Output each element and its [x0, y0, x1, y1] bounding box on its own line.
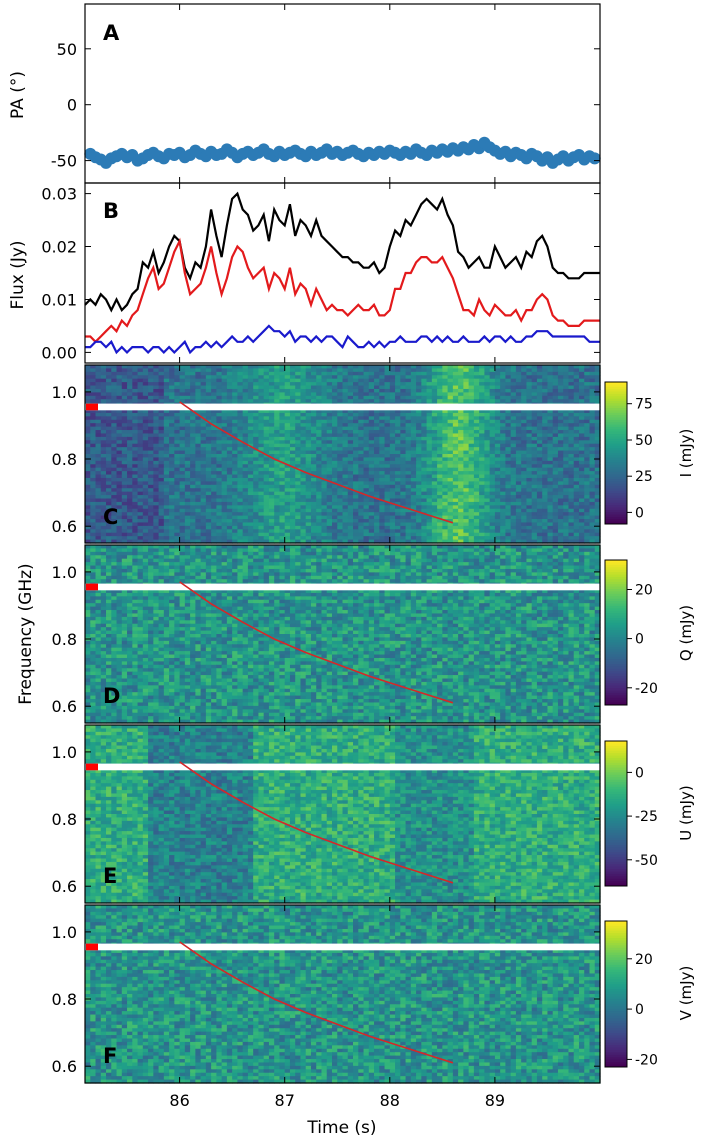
drift-curve-d — [179, 581, 454, 704]
colorbar-frame-i — [604, 381, 628, 525]
drift-curve-f — [179, 941, 454, 1064]
axes-frame-d — [84, 544, 601, 724]
y-tick-label-d-2: 0.6 — [52, 697, 77, 716]
y-tick-label-c-1: 0.8 — [52, 450, 77, 469]
axes-frame-e — [84, 724, 601, 904]
colorbar-tick-label-v-2: -20 — [635, 1052, 658, 1068]
drift-curve-c — [179, 401, 454, 524]
heatmap-images — [85, 365, 601, 1084]
colorbar-tick-label-q-0: 20 — [635, 583, 653, 599]
x-tick-label-0: 86 — [169, 1091, 189, 1110]
y-tick-label-e-1: 0.8 — [52, 810, 77, 829]
colorbar-tick-label-u-2: -50 — [635, 853, 658, 869]
x-tick-label-2: 88 — [380, 1091, 400, 1110]
x-tick-label-3: 89 — [485, 1091, 505, 1110]
y-tick-label-c-2: 0.6 — [52, 517, 77, 536]
panel-letter-d: D — [103, 684, 120, 708]
colorbar-frame-q — [604, 559, 628, 706]
y-tick-label-d-1: 0.8 — [52, 630, 77, 649]
heatmap-v — [85, 905, 601, 1084]
colorbar-tick-label-i-0: 75 — [635, 397, 653, 413]
flux-line-q — [85, 237, 600, 344]
y-tick-label-f-1: 0.8 — [52, 990, 77, 1009]
axes-frame-c — [84, 364, 601, 544]
colorbar-label-q: Q (mJy) — [677, 605, 695, 661]
flag-marker-d — [86, 583, 98, 591]
x-label-time: Time (s) — [306, 1118, 376, 1138]
y-tick-label-d-0: 1.0 — [52, 563, 77, 582]
panel-letter-b: B — [103, 199, 119, 223]
y-tick-label-b-3: 0.00 — [41, 343, 77, 362]
y-tick-label-b-0: 0.03 — [41, 185, 77, 204]
panel-letter-c: C — [103, 505, 118, 529]
y-tick-label-f-0: 1.0 — [52, 923, 77, 942]
colorbar-frame-u — [604, 740, 628, 887]
panel-letter-f: F — [103, 1044, 117, 1068]
colorbar-tick-label-v-0: 20 — [635, 952, 653, 968]
x-tick-label-1: 87 — [275, 1091, 295, 1110]
colorbar-i: 75 50 25 0 — [604, 381, 653, 525]
y-tick-label-a-2: -50 — [51, 152, 77, 171]
colorbar-q: 20 0 -20 — [604, 559, 658, 706]
colorbar-u: 0 -25 -50 — [604, 740, 658, 887]
flag-marker-c — [86, 403, 98, 411]
heatmap-q — [85, 545, 601, 724]
flagged-band-f — [85, 943, 600, 951]
y-tick-label-e-0: 1.0 — [52, 743, 77, 762]
colorbar-tick-label-i-2: 25 — [635, 469, 653, 485]
heatmap-u — [85, 725, 601, 904]
flagged-band-d — [85, 583, 600, 591]
colorbar-tick-label-q-1: 0 — [635, 632, 644, 648]
flag-marker-e — [86, 763, 98, 771]
axis-ticks: 50 0 -50 0.03 0.02 0.01 0.00 1.0 0.8 0.6 1.0 0.8 0.6… — [41, 4, 600, 1110]
y-tick-label-b-2: 0.01 — [41, 291, 77, 310]
flux-line-i — [84, 191, 600, 313]
y-label-frequency: Frequency (GHz) — [16, 563, 36, 704]
panel-letter-e: E — [103, 864, 117, 888]
drift-curve-e — [179, 761, 454, 884]
colorbar-tick-label-i-3: 0 — [635, 505, 644, 521]
colorbar-tick-label-v-1: 0 — [635, 1002, 644, 1018]
y-label-flux: Flux (Jy) — [8, 240, 28, 309]
y-tick-label-a-0: 50 — [57, 40, 77, 59]
colorbar-label-i: I (mJy) — [677, 429, 695, 478]
colorbar-tick-label-i-1: 50 — [635, 433, 653, 449]
axes-frames — [84, 3, 601, 1084]
y-tick-label-e-2: 0.6 — [52, 877, 77, 896]
colorbar-tick-label-q-2: -20 — [635, 681, 658, 697]
pa-point-96 — [588, 152, 601, 165]
y-tick-label-c-0: 1.0 — [52, 383, 77, 402]
colorbar-tick-label-u-0: 0 — [635, 765, 644, 781]
y-tick-label-b-1: 0.02 — [41, 238, 77, 257]
heatmap-i — [85, 365, 601, 544]
axes-frame-f — [84, 904, 601, 1084]
panel-letter-a: A — [103, 21, 120, 45]
colorbar-label-u: U (mJy) — [677, 785, 695, 840]
colorbar-label-v: V (mJy) — [677, 966, 695, 1021]
y-label-pa: PA (°) — [8, 71, 28, 119]
flux-line-v — [85, 324, 600, 355]
line-plots — [84, 136, 601, 1064]
colorbar-frame-v — [604, 920, 628, 1068]
flagged-band-e — [85, 763, 600, 771]
flagged-band-c — [85, 403, 600, 411]
y-tick-label-f-2: 0.6 — [52, 1057, 77, 1076]
axes-frame-b — [84, 182, 601, 364]
y-tick-label-a-1: 0 — [67, 96, 77, 115]
colorbars: 75 50 25 0 20 0 -20 0 -25 -50 20 0 -20 — [604, 381, 658, 1068]
colorbar-v: 20 0 -20 — [604, 920, 658, 1068]
colorbar-tick-label-u-1: -25 — [635, 809, 658, 825]
flag-marker-f — [86, 943, 98, 951]
